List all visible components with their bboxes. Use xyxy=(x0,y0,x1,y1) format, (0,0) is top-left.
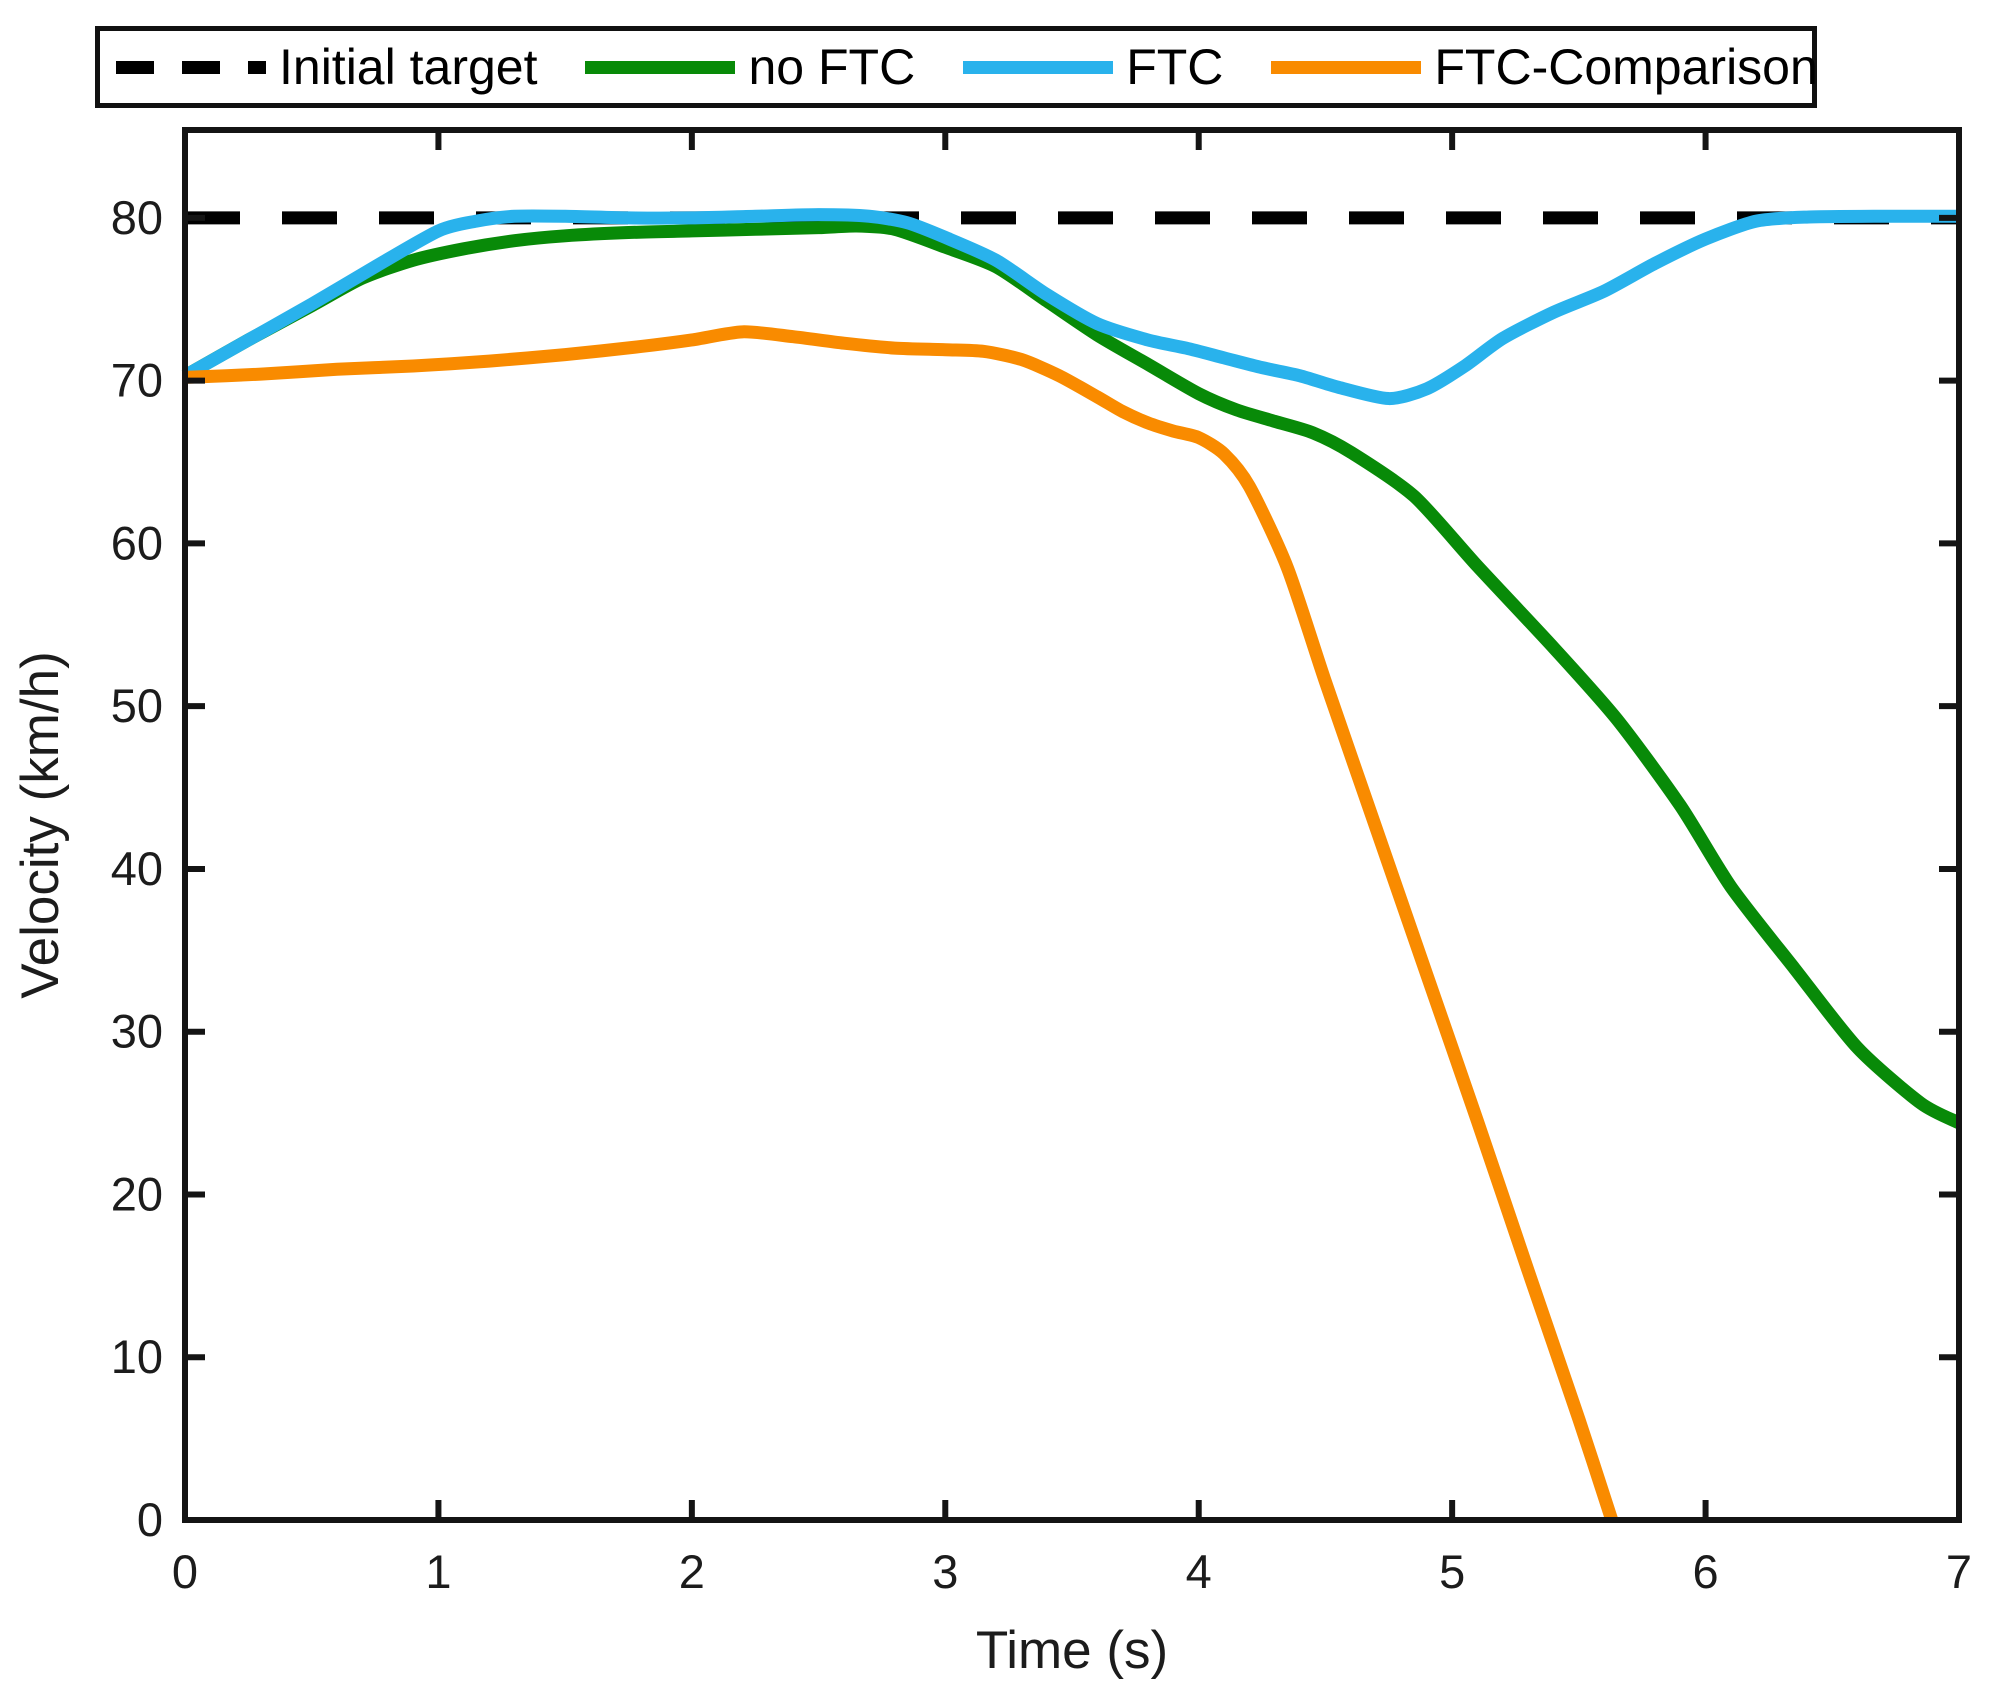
legend-line-swatch xyxy=(963,60,1114,74)
x-tick-label: 7 xyxy=(1946,1545,1972,1598)
legend-item-ftc-comparison: FTC-Comparison xyxy=(1271,39,1818,95)
legend-item-initial-target: Initial target xyxy=(116,42,537,92)
series-line-ftc-comparison xyxy=(184,325,1618,1523)
legend-label: FTC-Comparison xyxy=(1434,39,1818,95)
y-tick-label: 70 xyxy=(111,354,163,407)
legend-dashed-line-swatch xyxy=(116,60,266,74)
series-line-ftc xyxy=(181,208,1960,406)
y-tick-label: 60 xyxy=(111,516,163,569)
x-tick-label: 4 xyxy=(1186,1545,1212,1598)
x-tick-label: 1 xyxy=(425,1545,451,1598)
legend-item-no-ftc: no FTC xyxy=(585,42,915,92)
y-tick-label: 50 xyxy=(111,679,163,732)
x-axis-label: Time (s) xyxy=(976,1621,1168,1680)
legend-line-swatch xyxy=(1271,60,1422,74)
y-tick-label: 20 xyxy=(111,1167,163,1220)
legend: Initial target no FTC FTC FTC-Comparison xyxy=(95,26,1818,108)
legend-item-ftc: FTC xyxy=(963,42,1223,92)
plot-series xyxy=(181,208,1962,1523)
y-tick-label: 0 xyxy=(137,1493,163,1546)
x-tick-label: 5 xyxy=(1439,1545,1465,1598)
legend-line-swatch xyxy=(585,60,736,74)
x-tick-label: 2 xyxy=(679,1545,705,1598)
x-tick-label: 0 xyxy=(172,1545,198,1598)
y-tick-label: 10 xyxy=(111,1330,163,1383)
legend-label: FTC xyxy=(1126,39,1224,95)
legend-label: no FTC xyxy=(748,39,916,95)
series-line-no-ftc xyxy=(181,219,1962,1129)
plot-border xyxy=(182,127,1962,1523)
y-axis-label: Velocity (km/h) xyxy=(11,651,70,999)
x-tick-label: 3 xyxy=(932,1545,958,1598)
legend-label: Initial target xyxy=(279,39,538,95)
y-tick-label: 80 xyxy=(111,191,163,244)
y-tick-label: 30 xyxy=(111,1005,163,1058)
y-tick-label: 40 xyxy=(111,842,163,895)
x-tick-label: 6 xyxy=(1693,1545,1719,1598)
